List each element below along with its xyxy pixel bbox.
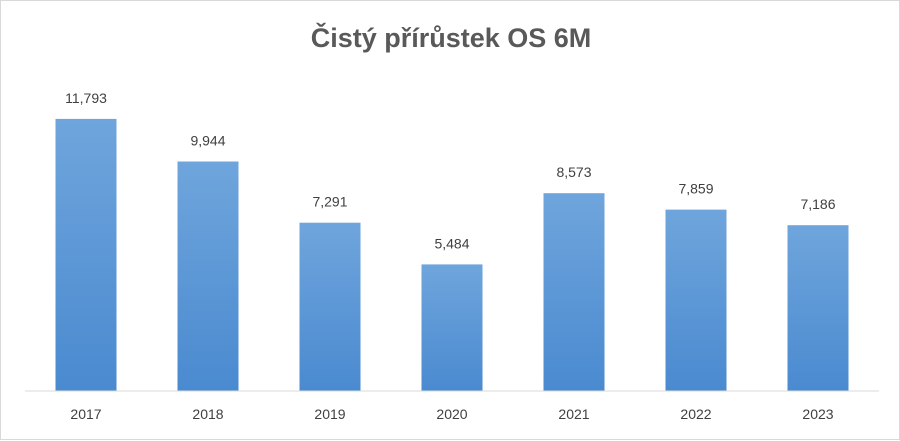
data-label-2022: 7,859 xyxy=(678,181,713,197)
x-tick-label-2020: 2020 xyxy=(436,406,467,422)
data-label-2017: 11,793 xyxy=(65,90,107,106)
bar-2022 xyxy=(665,209,727,391)
bar-2021 xyxy=(543,193,605,391)
bar-2017 xyxy=(55,118,117,392)
data-label-2023: 7,186 xyxy=(800,196,835,212)
bar-2018 xyxy=(177,161,239,391)
data-label-2021: 8,573 xyxy=(556,164,591,180)
x-tick-label-2023: 2023 xyxy=(802,406,833,422)
bars-group xyxy=(55,118,849,392)
bar-2023 xyxy=(787,225,849,391)
x-tick-label-2021: 2021 xyxy=(558,406,589,422)
data-label-2020: 5,484 xyxy=(434,235,469,251)
x-tick-label-2018: 2018 xyxy=(192,406,223,422)
x-tick-labels-group: 2017 2018 2019 2020 2021 2022 2023 xyxy=(70,406,833,422)
bar-2019 xyxy=(299,222,361,391)
data-label-2018: 9,944 xyxy=(190,133,225,149)
data-label-2019: 7,291 xyxy=(312,194,347,210)
data-labels-group: 11,793 9,944 7,291 5,484 8,573 7,859 7,186 xyxy=(65,90,836,251)
chart-title: Čistý přírůstek OS 6M xyxy=(311,22,592,53)
bar-2020 xyxy=(421,264,483,391)
x-tick-label-2019: 2019 xyxy=(314,406,345,422)
x-tick-label-2017: 2017 xyxy=(70,406,101,422)
x-tick-label-2022: 2022 xyxy=(680,406,711,422)
